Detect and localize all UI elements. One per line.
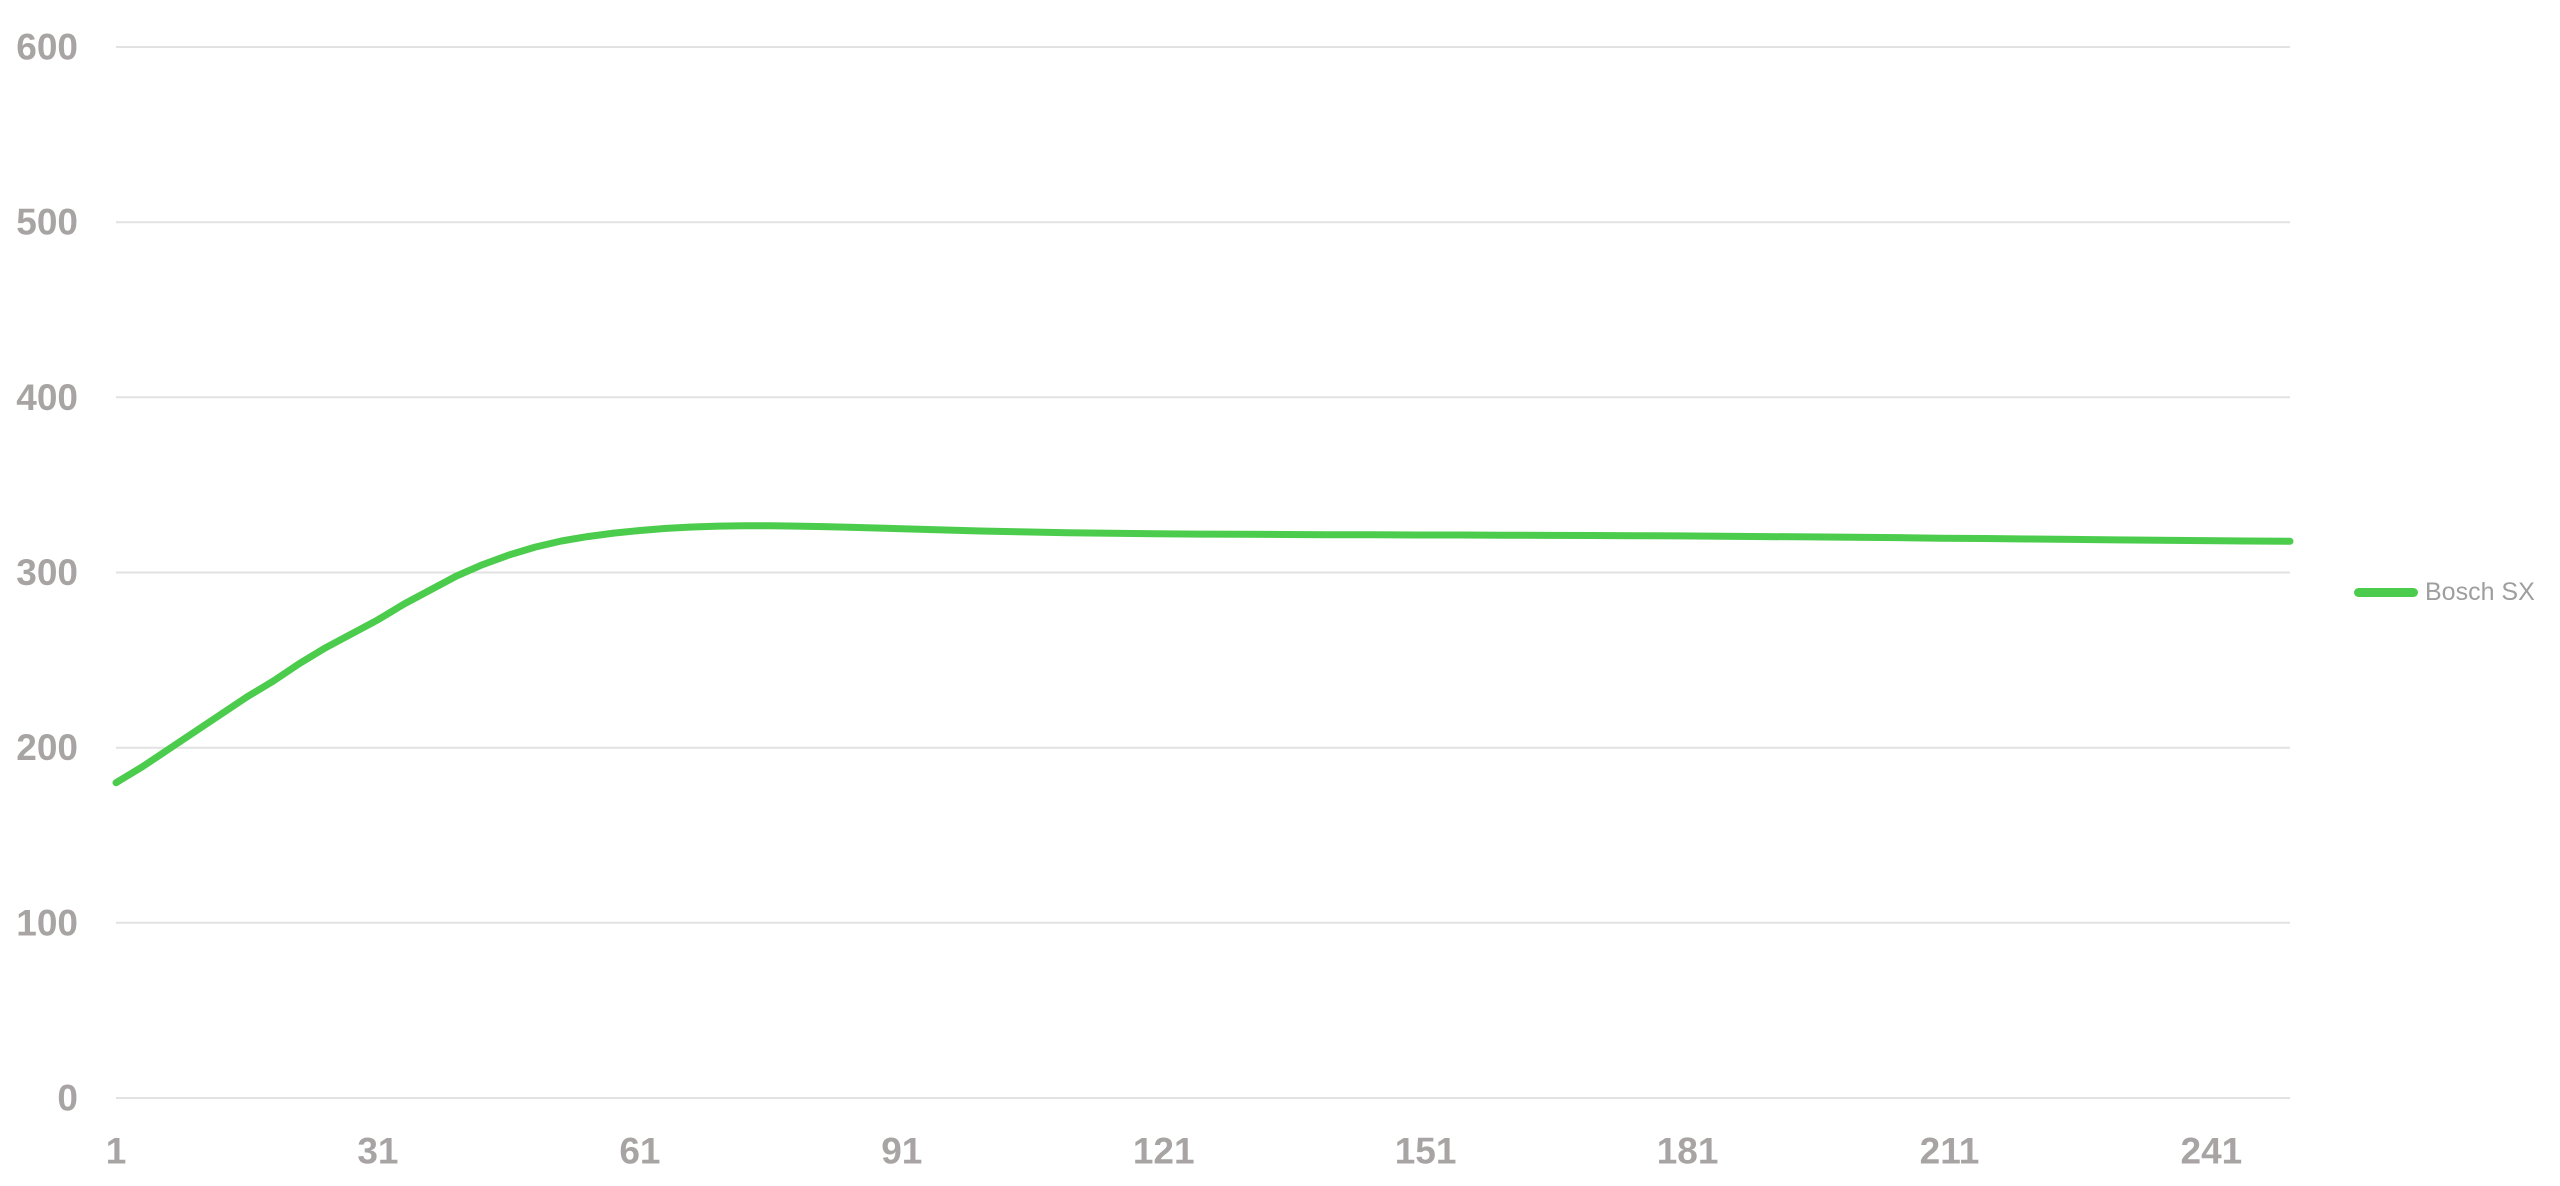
y-axis-tick-label-100: 100 — [16, 902, 78, 943]
x-axis-tick-label-31: 31 — [357, 1131, 398, 1172]
x-axis-tick-label-241: 241 — [2181, 1131, 2243, 1172]
y-axis-tick-label-400: 400 — [16, 377, 78, 418]
series-line-bosch-sx — [112, 522, 2294, 787]
x-axis-tick-label-1: 1 — [106, 1131, 127, 1172]
y-axis-tick-label-0: 0 — [57, 1078, 78, 1119]
x-axis-tick-label-91: 91 — [881, 1131, 922, 1172]
y-axis-tick-label-600: 600 — [16, 27, 78, 68]
y-axis-tick-label-200: 200 — [16, 727, 78, 768]
y-axis-tick-label-500: 500 — [16, 202, 78, 243]
x-axis-tick-label-211: 211 — [1920, 1131, 1980, 1172]
x-axis-tick-label-181: 181 — [1657, 1131, 1719, 1172]
y-axis-tick-label-300: 300 — [16, 552, 78, 593]
legend-line-swatch — [2354, 587, 2418, 597]
x-axis-tick-label-61: 61 — [619, 1131, 660, 1172]
legend[interactable]: Bosch SX — [2354, 578, 2535, 606]
x-axis-tick-label-151: 151 — [1395, 1131, 1457, 1172]
legend-series-label: Bosch SX — [2425, 578, 2535, 606]
x-axis-tick-label-121: 121 — [1133, 1131, 1195, 1172]
